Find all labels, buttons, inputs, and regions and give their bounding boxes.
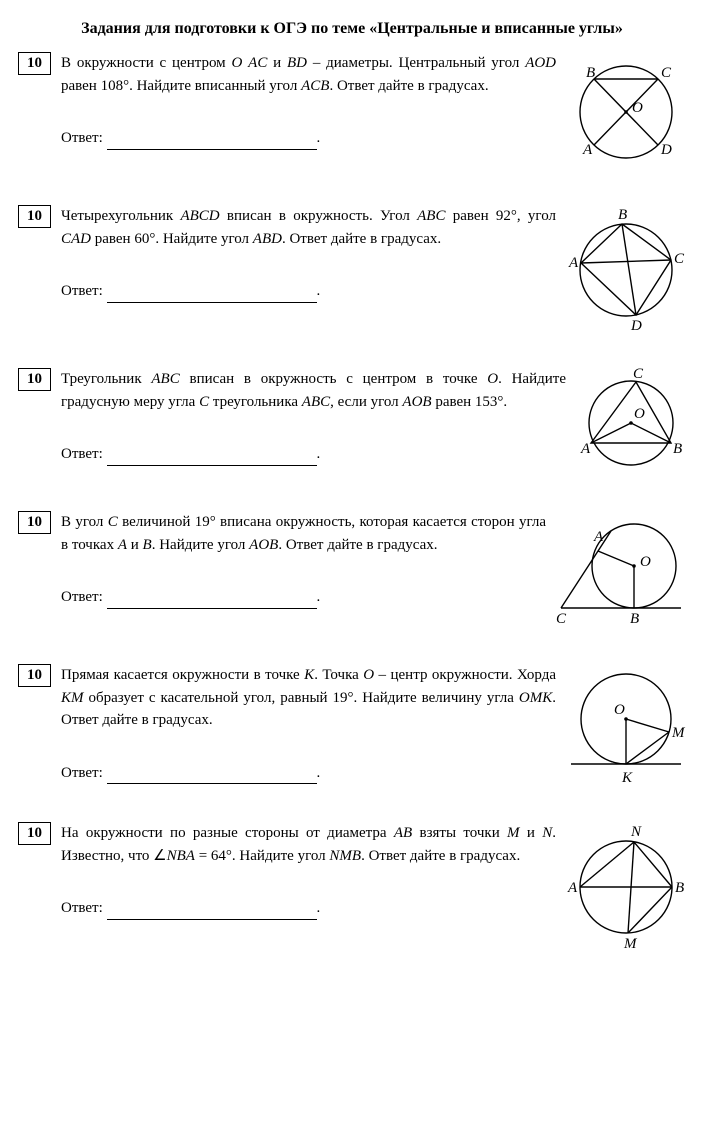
svg-text:M: M <box>623 936 638 952</box>
answer-label: Ответ: <box>61 900 103 916</box>
answer-label: Ответ: <box>61 283 103 299</box>
page-title: Задания для подготовки к ОГЭ по теме «Це… <box>18 20 686 38</box>
answer-line <box>107 134 317 150</box>
answer-line <box>107 593 317 609</box>
answer-row: Ответ: . <box>61 443 566 466</box>
task-text: На окружности по разные стороны от диаме… <box>61 825 556 864</box>
task-text: В угол C величиной 19° вписана окружност… <box>61 514 546 553</box>
figure-4: A B C O <box>556 511 686 636</box>
task-number: 10 <box>18 52 51 75</box>
svg-text:B: B <box>630 611 639 627</box>
figure-1: B C A D O <box>566 52 686 177</box>
answer-label: Ответ: <box>61 446 103 462</box>
answer-row: Ответ: . <box>61 586 546 609</box>
task-text: Треугольник ABC вписан в окружность с це… <box>61 371 566 410</box>
svg-text:N: N <box>630 824 642 840</box>
task-number: 10 <box>18 368 51 391</box>
svg-text:M: M <box>671 725 686 741</box>
figure-6: A B N M <box>566 822 686 957</box>
task-2: 10 Четырехугольник ABCD вписан в окружно… <box>18 205 686 340</box>
svg-text:A: A <box>582 142 593 158</box>
figure-2: B C D A <box>566 205 686 340</box>
task-number: 10 <box>18 511 51 534</box>
svg-text:A: A <box>567 880 578 896</box>
answer-row: Ответ: . <box>61 897 556 920</box>
task-text: Прямая касается окружности в точке K. То… <box>61 667 556 728</box>
svg-text:B: B <box>673 441 682 457</box>
answer-row: Ответ: . <box>61 280 556 303</box>
task-6: 10 На окружности по разные стороны от ди… <box>18 822 686 957</box>
answer-row: Ответ: . <box>61 762 556 785</box>
figure-5: K M O <box>566 664 686 794</box>
answer-row: Ответ: . <box>61 127 556 150</box>
answer-label: Ответ: <box>61 589 103 605</box>
svg-text:A: A <box>593 529 604 545</box>
task-3: 10 Треугольник ABC вписан в окружность с… <box>18 368 686 483</box>
svg-text:B: B <box>675 880 684 896</box>
task-number: 10 <box>18 205 51 228</box>
svg-text:C: C <box>674 251 685 267</box>
svg-text:D: D <box>630 318 642 334</box>
task-5: 10 Прямая касается окружности в точке K.… <box>18 664 686 794</box>
task-number: 10 <box>18 664 51 687</box>
svg-text:A: A <box>580 441 591 457</box>
svg-text:C: C <box>556 611 567 627</box>
svg-text:A: A <box>568 255 579 271</box>
svg-text:O: O <box>640 554 651 570</box>
answer-line <box>107 450 317 466</box>
task-4: 10 В угол C величиной 19° вписана окружн… <box>18 511 686 636</box>
task-1: 10 В окружности с центром O AC и BD – ди… <box>18 52 686 177</box>
svg-text:O: O <box>634 406 645 422</box>
task-text: В окружности с центром O AC и BD – диаме… <box>61 55 556 94</box>
answer-line <box>107 904 317 920</box>
answer-label: Ответ: <box>61 765 103 781</box>
answer-line <box>107 287 317 303</box>
answer-label: Ответ: <box>61 130 103 146</box>
svg-text:C: C <box>633 366 644 382</box>
svg-text:O: O <box>632 100 643 116</box>
svg-text:K: K <box>621 770 633 786</box>
answer-line <box>107 768 317 784</box>
task-number: 10 <box>18 822 51 845</box>
svg-text:O: O <box>614 702 625 718</box>
task-text: Четырехугольник ABCD вписан в окружность… <box>61 208 556 247</box>
figure-3: C A B O <box>576 368 686 483</box>
svg-text:B: B <box>618 207 627 223</box>
svg-text:C: C <box>661 65 672 81</box>
svg-text:B: B <box>586 65 595 81</box>
svg-text:D: D <box>660 142 672 158</box>
